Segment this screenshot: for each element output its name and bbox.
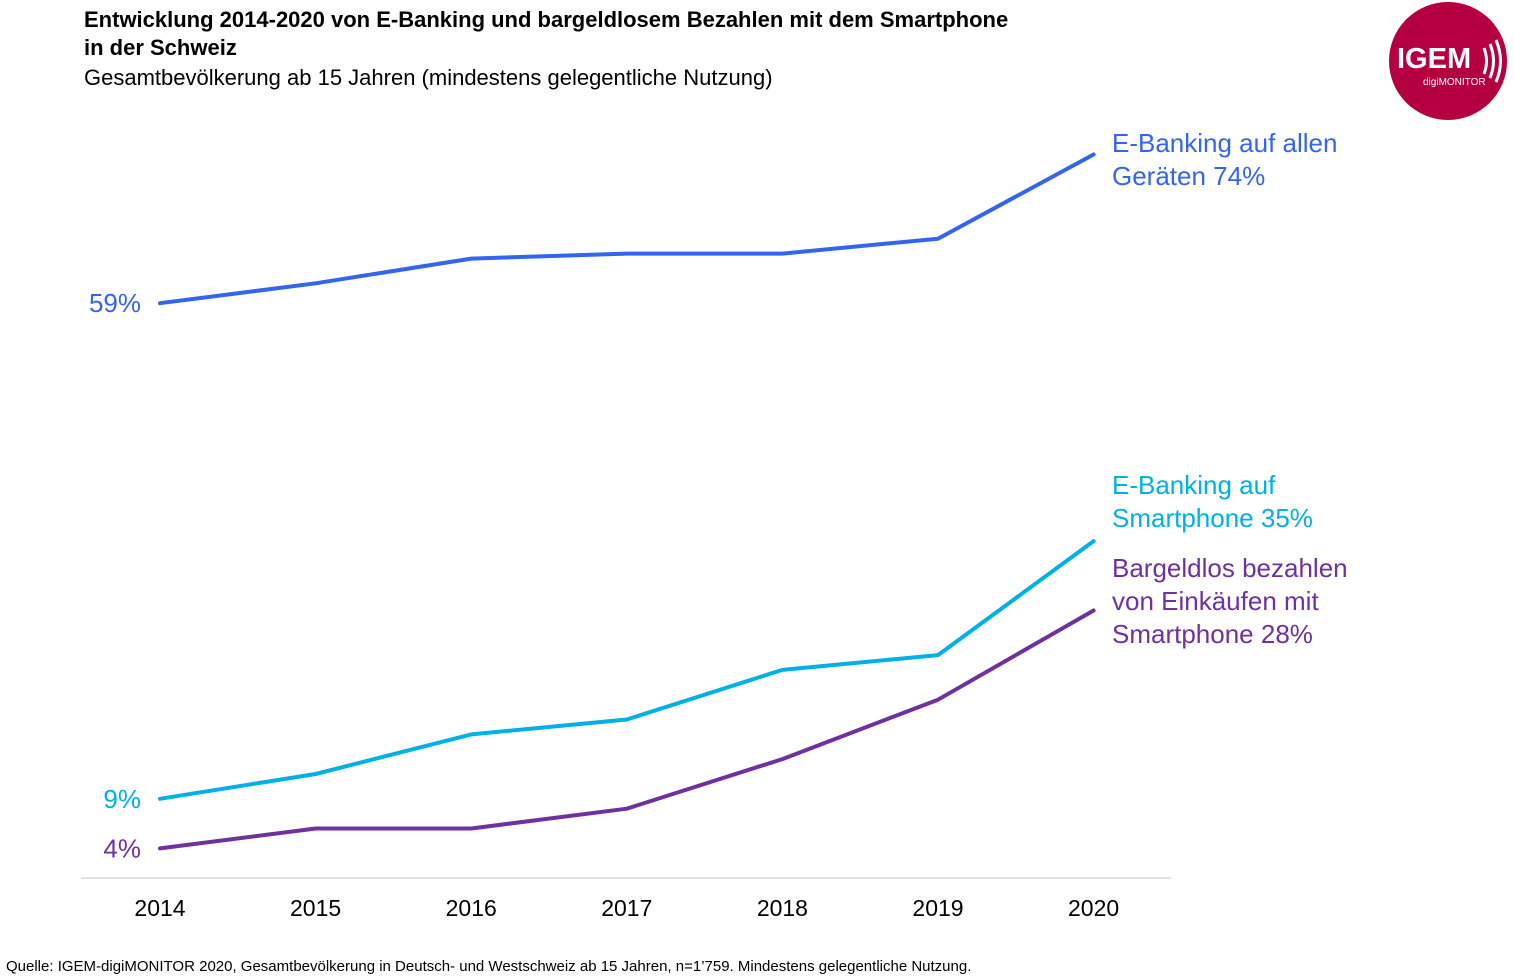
chart-title-line-2: in der Schweiz xyxy=(84,35,237,60)
x-tick-label: 2014 xyxy=(134,895,185,921)
logo-brand: IGEM xyxy=(1397,43,1471,75)
x-tick-label: 2018 xyxy=(757,895,808,921)
chart-title: Entwicklung 2014-2020 von E-Banking und … xyxy=(84,6,1184,62)
x-tick-label: 2016 xyxy=(446,895,497,921)
source-note: Quelle: IGEM-digiMONITOR 2020, Gesamtbev… xyxy=(6,958,972,975)
igem-logo: IGEM digiMONITOR xyxy=(1389,2,1507,120)
x-tick-label: 2017 xyxy=(601,895,652,921)
logo-product: digiMONITOR xyxy=(1423,77,1486,88)
series-line-1 xyxy=(158,152,1096,306)
series-end-label-line: E-Banking auf xyxy=(1112,470,1276,500)
logo-signal-arc-3 xyxy=(1494,39,1502,83)
series-end-label-line: von Einkäufen mit xyxy=(1112,586,1319,616)
series-end-label-line: E-Banking auf allen xyxy=(1112,128,1338,158)
series-end-label-ebanking-smartphone: E-Banking auf Smartphone 35% xyxy=(1112,469,1313,535)
series-end-label-line: Geräten 74% xyxy=(1112,161,1266,191)
series-end-label-line: Bargeldlos bezahlen xyxy=(1112,553,1348,583)
x-tick-label: 2019 xyxy=(912,895,963,921)
series-line-3 xyxy=(158,608,1096,851)
series-start-label: 59% xyxy=(89,288,141,318)
logo-signal-arc-1 xyxy=(1482,47,1488,75)
series-line-2 xyxy=(158,539,1096,801)
logo-circle xyxy=(1389,2,1507,120)
chart-subtitle: Gesamtbevölkerung ab 15 Jahren (mindeste… xyxy=(84,65,773,90)
series-end-label-ebanking-all: E-Banking auf allen Geräten 74% xyxy=(1112,127,1337,193)
x-tick-label: 2020 xyxy=(1068,895,1119,921)
series-end-label-line: Smartphone 28% xyxy=(1112,619,1313,649)
series-start-label: 4% xyxy=(103,833,141,863)
logo-signal-arc-2 xyxy=(1488,43,1495,79)
series-end-label-cashless: Bargeldlos bezahlen von Einkäufen mit Sm… xyxy=(1112,552,1348,651)
chart-title-line-1: Entwicklung 2014-2020 von E-Banking und … xyxy=(84,7,1009,32)
series-start-label: 9% xyxy=(103,784,141,814)
x-tick-label: 2015 xyxy=(290,895,341,921)
series-end-label-line: Smartphone 35% xyxy=(1112,503,1313,533)
